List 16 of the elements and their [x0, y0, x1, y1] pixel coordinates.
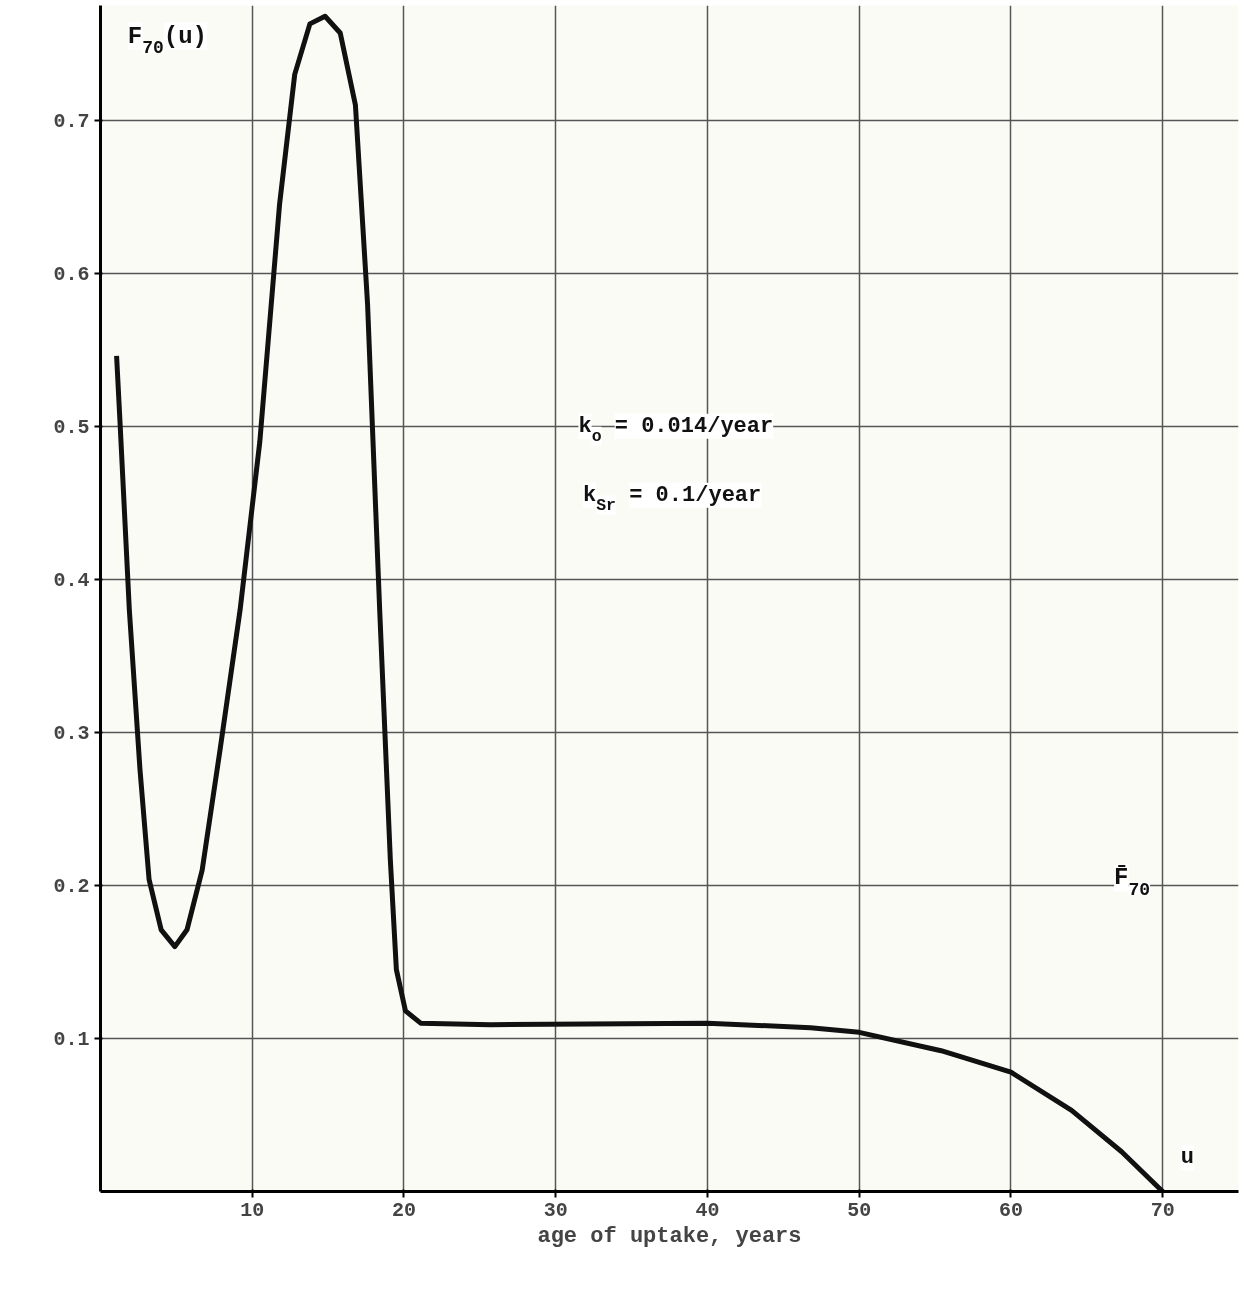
x-axis-title: age of uptake, years — [537, 1223, 802, 1249]
x-tick-label: 20 — [391, 1198, 416, 1222]
annotation: u — [1180, 1145, 1195, 1171]
x-tick-label: 60 — [998, 1198, 1023, 1222]
y-tick-label: 0.4 — [53, 568, 90, 592]
y-tick-label: 0.1 — [53, 1027, 90, 1051]
y-tick-label: 0.5 — [53, 415, 90, 439]
y-tick-label: 0.7 — [53, 109, 90, 133]
x-tick-label: 40 — [695, 1198, 720, 1222]
y-tick-label: 0.3 — [53, 721, 90, 745]
x-tick-label: 10 — [240, 1198, 265, 1222]
y-tick-label: 0.2 — [53, 874, 90, 898]
x-tick-label: 30 — [543, 1198, 568, 1222]
x-tick-label: 50 — [847, 1198, 872, 1222]
x-tick-label: 70 — [1150, 1198, 1175, 1222]
y-tick-label: 0.6 — [53, 262, 90, 286]
